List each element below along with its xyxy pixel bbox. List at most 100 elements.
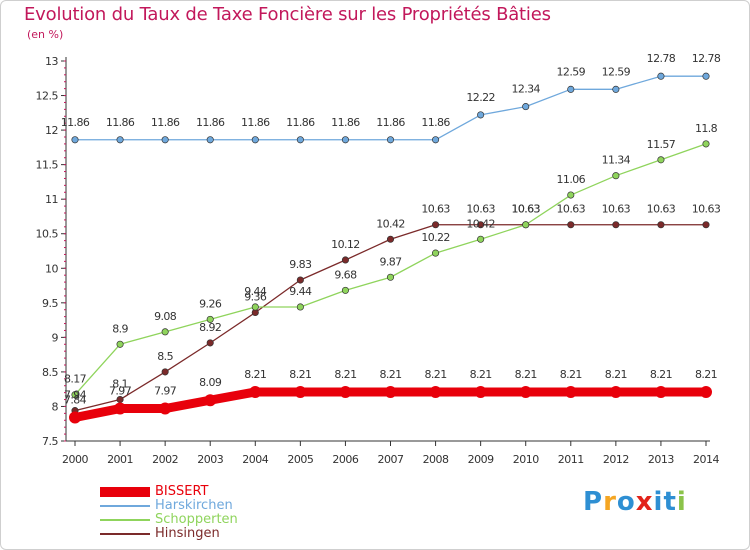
legend-swatch [100, 487, 150, 497]
x-tick-label: 2003 [197, 453, 223, 466]
logo-letter: o [616, 487, 636, 517]
data-label-bissert: 8.21 [334, 368, 356, 381]
y-tick-label: 10 [45, 262, 58, 275]
point-hinsingen [161, 368, 169, 376]
data-label-harskirchen: 12.22 [466, 91, 495, 104]
point-bissert [339, 385, 352, 398]
point-schopperten [612, 172, 620, 180]
logo-letter: i [653, 487, 664, 517]
logo-letter: i [676, 487, 687, 517]
point-harskirchen [386, 136, 395, 144]
data-label-bissert: 7.97 [109, 385, 132, 398]
legend-label: BISSERT [155, 484, 209, 499]
point-harskirchen [251, 136, 259, 144]
point-hinsingen [612, 221, 620, 229]
logo-letter: x [635, 487, 654, 517]
point-schopperten [657, 156, 665, 164]
data-label-schopperten: 9.87 [379, 255, 402, 268]
data-label-schopperten: 11.57 [647, 138, 676, 151]
data-label-hinsingen: 10.12 [331, 238, 360, 251]
legend-swatch [100, 505, 150, 507]
data-label-hinsingen: 8.5 [157, 350, 173, 363]
point-schopperten [71, 391, 79, 399]
data-label-hinsingen: 10.63 [647, 203, 676, 216]
point-harskirchen [432, 136, 440, 144]
x-tick-label: 2011 [558, 453, 584, 466]
point-bissert [474, 385, 487, 398]
point-bissert [609, 385, 622, 398]
point-bissert [654, 385, 667, 398]
data-label-schopperten: 10.42 [466, 217, 495, 230]
y-tick-label: 9.5 [42, 297, 58, 310]
point-harskirchen [567, 85, 575, 93]
point-schopperten [432, 249, 440, 257]
data-label-harskirchen: 11.86 [286, 116, 315, 129]
point-hinsingen [296, 276, 304, 284]
point-schopperten [251, 303, 259, 311]
data-label-hinsingen: 7.94 [64, 389, 87, 402]
data-label-schopperten: 8.9 [112, 322, 128, 335]
data-label-bissert: 8.21 [244, 368, 266, 381]
point-schopperten [702, 140, 710, 148]
x-tick-label: 2012 [603, 453, 629, 466]
data-label-harskirchen: 12.59 [602, 65, 631, 78]
data-label-schopperten: 11.8 [695, 122, 718, 135]
data-label-harskirchen: 11.86 [106, 116, 135, 129]
x-tick-label: 2013 [648, 453, 674, 466]
data-label-schopperten: 8.17 [64, 373, 87, 386]
y-tick-label: 10.5 [36, 228, 59, 241]
x-tick-label: 2008 [423, 453, 449, 466]
point-schopperten [477, 235, 485, 243]
data-label-bissert: 8.21 [379, 368, 401, 381]
proxiti-logo: Proxiti [583, 487, 687, 517]
point-hinsingen [206, 339, 214, 347]
data-label-bissert: 8.21 [425, 368, 447, 381]
point-hinsingen [432, 221, 440, 229]
data-label-hinsingen: 8.1 [112, 378, 128, 391]
point-hinsingen [477, 221, 485, 229]
point-bissert [700, 385, 712, 398]
data-label-hinsingen: 9.83 [289, 258, 312, 271]
point-harskirchen [657, 72, 665, 80]
point-bissert [204, 394, 217, 407]
point-harskirchen [477, 111, 485, 119]
point-bissert [249, 385, 262, 398]
x-tick-label: 2001 [107, 453, 133, 466]
data-label-hinsingen: 10.63 [602, 203, 631, 216]
data-label-harskirchen: 11.86 [61, 116, 90, 129]
y-tick-label: 13 [45, 55, 58, 68]
data-label-schopperten: 9.44 [289, 285, 312, 298]
data-label-hinsingen: 8.92 [199, 321, 221, 334]
data-label-schopperten: 10.22 [421, 231, 450, 244]
data-label-harskirchen: 11.86 [196, 116, 225, 129]
data-label-hinsingen: 10.63 [511, 203, 540, 216]
data-label-hinsingen: 9.36 [244, 290, 267, 303]
data-label-harskirchen: 11.86 [151, 116, 180, 129]
data-label-harskirchen: 11.86 [376, 116, 405, 129]
point-hinsingen [702, 221, 710, 229]
data-label-harskirchen: 11.86 [421, 116, 450, 129]
x-tick-label: 2010 [513, 453, 539, 466]
y-tick-label: 8 [52, 400, 59, 413]
data-label-hinsingen: 10.63 [466, 203, 495, 216]
x-tick-label: 2007 [378, 453, 404, 466]
data-label-harskirchen: 11.86 [241, 116, 270, 129]
data-label-schopperten: 9.68 [334, 268, 357, 281]
data-label-schopperten: 11.34 [602, 154, 631, 167]
point-bissert [384, 385, 397, 398]
data-label-harskirchen: 11.86 [331, 116, 360, 129]
point-bissert [429, 385, 442, 398]
point-hinsingen [657, 221, 665, 229]
point-hinsingen [341, 256, 349, 264]
point-harskirchen [116, 136, 124, 144]
point-schopperten [296, 303, 304, 311]
data-label-hinsingen: 10.42 [376, 217, 405, 230]
logo-letter: r [603, 487, 617, 517]
data-label-harskirchen: 12.59 [557, 65, 586, 78]
point-hinsingen [567, 221, 575, 229]
point-bissert [519, 385, 532, 398]
x-tick-label: 2014 [693, 453, 719, 466]
point-bissert [294, 385, 307, 398]
point-schopperten [341, 286, 349, 294]
